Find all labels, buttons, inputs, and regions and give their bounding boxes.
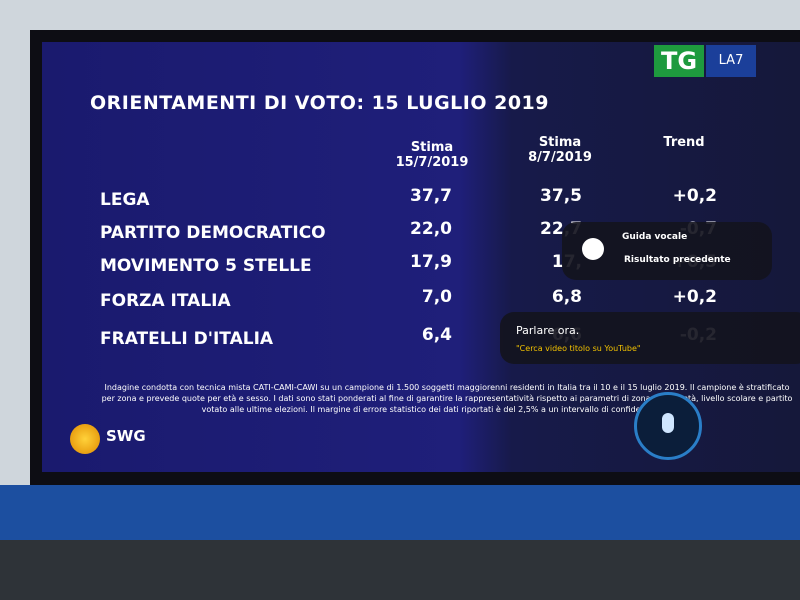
header-line: Trend <box>663 135 705 150</box>
prompt-text: Parlare ora. <box>516 324 580 337</box>
title: ORIENTAMENTI DI VOTO: 15 LUGLIO 2019 <box>90 92 549 114</box>
cell-value: 6,4 <box>421 325 452 345</box>
channel-logo-sub: LA7 <box>706 45 756 77</box>
header-line: 15/7/2019 <box>395 155 469 170</box>
mic-icon <box>662 413 674 433</box>
hint-text: Risultato precedente <box>624 255 731 265</box>
voice-prompt: Parlare ora. "Cerca video titolo su YouT… <box>500 312 800 364</box>
party-name: FRATELLI D'ITALIA <box>100 329 274 349</box>
column-header: Stima 15/7/2019 <box>382 140 482 170</box>
tv-screen: TG LA7 ORIENTAMENTI DI VOTO: 15 LUGLIO 2… <box>42 42 800 472</box>
cell-value: 7,0 <box>421 287 452 307</box>
party-name: FORZA ITALIA <box>100 291 231 311</box>
party-name: MOVIMENTO 5 STELLE <box>100 256 312 276</box>
party-name: PARTITO DEMOCRATICO <box>100 223 326 243</box>
header-line: Stima <box>538 135 582 150</box>
background <box>0 540 800 600</box>
header-line: Stima <box>410 140 454 155</box>
hint-text: Guida vocale <box>622 232 688 242</box>
channel-logo: TG <box>654 45 704 77</box>
voice-dot <box>582 238 604 260</box>
column-header: Trend <box>634 135 734 150</box>
cell-value: +0,2 <box>672 186 717 206</box>
swg-icon <box>70 424 100 454</box>
voice-hint: Guida vocale Risultato precedente <box>562 222 772 280</box>
header-line: 8/7/2019 <box>528 150 592 165</box>
cell-value: 6,8 <box>551 287 582 307</box>
party-name: LEGA <box>100 190 150 210</box>
mic-button[interactable] <box>634 392 702 460</box>
cell-value: 37,7 <box>410 186 452 206</box>
cell-value: 17,9 <box>410 252 452 272</box>
cell-value: 22,0 <box>410 219 452 239</box>
cell-value: 37,5 <box>540 186 582 206</box>
cell-value: +0,2 <box>672 287 717 307</box>
column-header: Stima 8/7/2019 <box>510 135 610 165</box>
footnote: Indagine condotta con tecnica mista CATI… <box>101 383 793 414</box>
source-logo: SWG <box>106 427 146 445</box>
ledge <box>0 485 800 540</box>
suggestion-text: "Cerca video titolo su YouTube" <box>516 344 641 353</box>
